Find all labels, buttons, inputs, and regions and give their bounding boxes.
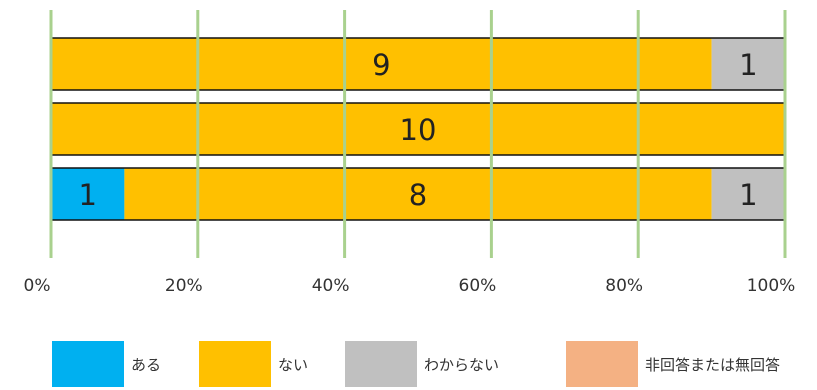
data-label: 1 bbox=[78, 178, 96, 212]
legend-label: ある bbox=[131, 356, 161, 374]
data-label: 1 bbox=[739, 178, 757, 212]
data-labels-layer: 9 1 10 1 8 1 bbox=[78, 48, 757, 212]
bar-segment bbox=[711, 38, 785, 90]
bar-segment bbox=[711, 168, 785, 220]
x-tick-label: 80% bbox=[605, 276, 643, 296]
bar-segment bbox=[51, 38, 712, 90]
x-tick-label: 60% bbox=[459, 276, 497, 296]
legend-label: わからない bbox=[424, 356, 499, 374]
x-tick-label: 40% bbox=[312, 276, 350, 296]
bar-segment bbox=[51, 168, 125, 220]
legend-label: 非回答または無回答 bbox=[645, 356, 780, 374]
data-label: 9 bbox=[372, 48, 390, 82]
x-tick-layer: 0% 20% 40% 60% 80% 100% bbox=[24, 276, 796, 296]
data-label: 1 bbox=[739, 48, 757, 82]
legend-swatch bbox=[566, 341, 638, 387]
bars-layer bbox=[51, 38, 785, 220]
data-label: 8 bbox=[409, 178, 427, 212]
legend-swatch bbox=[199, 341, 271, 387]
legend-label: ない bbox=[278, 356, 308, 374]
x-tick-label: 20% bbox=[165, 276, 203, 296]
legend-swatch bbox=[52, 341, 124, 387]
bar-segment bbox=[124, 168, 712, 220]
grid-layer bbox=[49, 10, 787, 258]
x-tick-label: 0% bbox=[24, 276, 51, 296]
data-label: 10 bbox=[400, 113, 437, 147]
legend-swatch bbox=[345, 341, 417, 387]
bar-segment bbox=[51, 103, 785, 155]
x-tick-label: 100% bbox=[747, 276, 796, 296]
legend: ある ない わからない 非回答または無回答 bbox=[52, 341, 780, 387]
